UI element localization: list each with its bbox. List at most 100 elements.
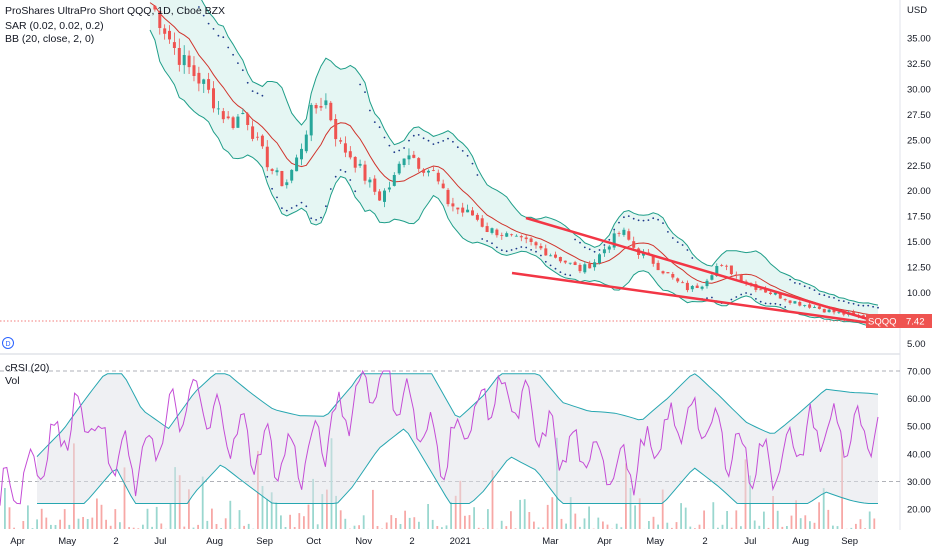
- volume-bar: [8, 507, 11, 529]
- volume-bar: [321, 494, 324, 529]
- volume-bar: [620, 527, 623, 529]
- time-axis[interactable]: Apr May 2 Jul Aug Sep Oct Nov 2 2021 Mar Apr May 2 Jul…: [10, 536, 858, 547]
- candle-body: [251, 126, 255, 139]
- candle-body: [524, 237, 528, 240]
- trendlines[interactable]: [511, 216, 879, 326]
- sar-dot: [671, 237, 674, 239]
- volume-bar: [376, 526, 379, 529]
- candle-body: [275, 170, 279, 173]
- volume-bar: [546, 504, 549, 529]
- candle-body: [270, 169, 274, 171]
- sar-dot: [232, 53, 235, 56]
- price-axis-tick: 35.00: [907, 34, 931, 45]
- price-axis-tick: 20.00: [907, 186, 931, 197]
- candle-body: [500, 235, 504, 236]
- volume-bar: [289, 514, 291, 529]
- chart-title[interactable]: ProShares UltraPro Short QQQ, 1D, Cboe B…: [5, 5, 225, 17]
- volume-bar: [477, 527, 480, 529]
- candle-body: [290, 169, 294, 181]
- volume-bar: [146, 508, 149, 529]
- price-axis-tick: 10.00: [907, 288, 931, 299]
- sar-dot: [251, 90, 254, 92]
- candle-body: [651, 255, 655, 264]
- candle-body: [671, 274, 675, 278]
- volume-bar: [717, 527, 719, 529]
- candle-body: [837, 311, 841, 313]
- candle-body: [588, 263, 592, 269]
- crsi-legend[interactable]: cRSI (20): [5, 362, 50, 374]
- sar-dot: [422, 137, 425, 140]
- candle-body: [343, 143, 347, 153]
- volume-bar: [169, 503, 172, 529]
- bb-fill: [150, 0, 878, 328]
- sar-dot: [383, 136, 386, 139]
- sar-dot: [412, 134, 415, 137]
- candle-body: [554, 254, 557, 258]
- volume-bar: [339, 510, 342, 529]
- sar-dot: [588, 248, 591, 251]
- volume-bar: [850, 527, 853, 529]
- dividend-icon-letter: D: [6, 341, 11, 348]
- volume-legend[interactable]: Vol: [5, 375, 20, 387]
- candle-body: [813, 307, 816, 308]
- sar-legend[interactable]: SAR (0.02, 0.02, 0.2): [5, 20, 104, 32]
- volume-bar: [86, 519, 89, 529]
- volume-bar: [243, 525, 245, 529]
- sar-dot: [339, 169, 342, 171]
- volume-bar: [500, 520, 503, 529]
- volume-bar: [454, 495, 457, 529]
- sar-dot: [471, 162, 474, 165]
- volume-bar: [758, 525, 761, 529]
- price-axis[interactable]: 35.00 32.50 30.00 27.50 25.00 22.50 20.00 17.50…: [907, 34, 931, 350]
- osc-axis-tick: 20.00: [907, 505, 931, 516]
- volume-bar: [441, 527, 443, 529]
- oscillator-pane: [0, 369, 900, 529]
- sar-dot: [745, 292, 747, 294]
- candle-body: [622, 229, 626, 235]
- sar-dot: [369, 109, 371, 112]
- bb-legend[interactable]: BB (20, close, 2, 0): [5, 33, 95, 45]
- sar-dot: [320, 216, 322, 219]
- volume-bar: [40, 508, 43, 529]
- volume-bar: [188, 489, 190, 529]
- sar-dot: [344, 170, 347, 173]
- candle-body: [734, 274, 738, 276]
- volume-bar: [27, 505, 29, 529]
- sar-dot: [789, 278, 791, 281]
- candle-body: [163, 28, 167, 34]
- candle-body: [407, 155, 411, 160]
- candle-body: [256, 136, 259, 138]
- sar-dot: [237, 62, 239, 64]
- volume-bar: [450, 501, 452, 529]
- sar-dot: [613, 228, 616, 231]
- volume-bar: [270, 492, 273, 529]
- volume-bar: [482, 528, 485, 529]
- candle-body: [568, 262, 572, 264]
- sar-dot: [432, 143, 435, 146]
- sar-dot: [202, 14, 205, 17]
- candle-body: [690, 286, 694, 290]
- volume-bar: [491, 470, 494, 529]
- volume-bar: [192, 527, 195, 529]
- volume-bar: [151, 526, 153, 529]
- oscillator-axis[interactable]: 70.00 60.00 50.00 40.00 30.00 20.00: [907, 367, 931, 516]
- volume-bar: [82, 517, 84, 529]
- sar-dot: [241, 69, 244, 72]
- volume-bar: [569, 497, 572, 529]
- sar-dot: [784, 306, 787, 308]
- sar-dot: [491, 242, 493, 245]
- volume-bar: [671, 527, 673, 529]
- volume-bar: [813, 522, 816, 529]
- volume-bar: [648, 521, 650, 529]
- dividend-icon[interactable]: [2, 337, 14, 349]
- sar-dot: [373, 121, 376, 123]
- sar-dot: [310, 217, 313, 220]
- volume-bar: [827, 509, 830, 529]
- sar-dot: [427, 139, 430, 142]
- sar-dot: [510, 249, 513, 251]
- sar-dot: [549, 264, 552, 267]
- sar-dot: [847, 302, 850, 304]
- time-axis-tick: May: [646, 536, 664, 547]
- candle-body: [417, 158, 421, 169]
